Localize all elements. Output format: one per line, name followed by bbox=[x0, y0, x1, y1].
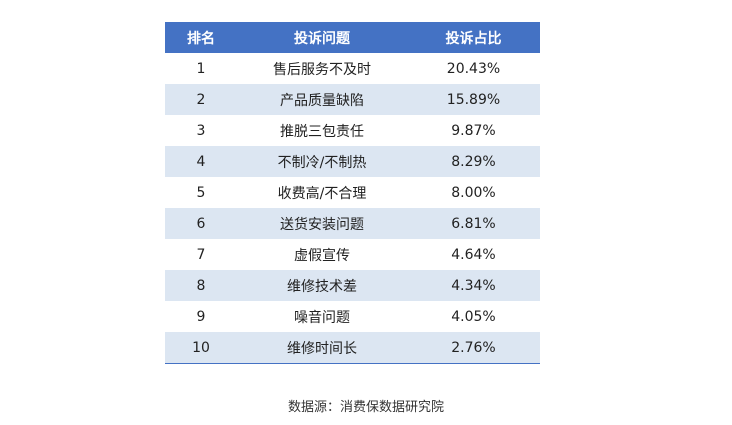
table-row: 9 噪音问题 4.05% bbox=[165, 301, 540, 332]
rank-cell: 3 bbox=[196, 122, 206, 139]
share-cell: 8.00% bbox=[451, 184, 496, 201]
issue-cell: 售后服务不及时 bbox=[273, 61, 371, 78]
header-issue: 投诉问题 bbox=[237, 22, 407, 53]
table-row: 1 售后服务不及时 20.43% bbox=[165, 53, 540, 84]
share-cell: 4.34% bbox=[407, 270, 540, 301]
rank-cell: 5 bbox=[196, 184, 206, 201]
table-row: 4 不制冷/不制热 8.29% bbox=[165, 146, 540, 177]
rank-cell: 10 bbox=[165, 332, 237, 364]
rank-cell: 9 bbox=[196, 308, 206, 325]
rank-cell: 7 bbox=[196, 246, 206, 263]
issue-cell: 噪音问题 bbox=[294, 309, 350, 326]
data-source-caption: 数据源：消费保数据研究院 bbox=[287, 400, 444, 415]
issue-cell: 维修时间长 bbox=[237, 332, 407, 364]
share-cell: 15.89% bbox=[407, 84, 540, 115]
issue-cell: 虚假宣传 bbox=[294, 247, 350, 264]
table-row: 3 推脱三包责任 9.87% bbox=[165, 115, 540, 146]
share-cell: 4.05% bbox=[451, 308, 496, 325]
rank-cell: 6 bbox=[165, 208, 237, 239]
share-cell: 8.29% bbox=[407, 146, 540, 177]
share-cell: 6.81% bbox=[407, 208, 540, 239]
table-row: 6 送货安装问题 6.81% bbox=[165, 208, 540, 239]
rank-cell: 1 bbox=[196, 60, 206, 77]
header-share: 投诉占比 bbox=[407, 22, 540, 53]
issue-cell: 维修技术差 bbox=[237, 270, 407, 301]
table-row: 2 产品质量缺陷 15.89% bbox=[165, 84, 540, 115]
table-body: 1 售后服务不及时 20.43% 2 产品质量缺陷 15.89% 3 推脱三包责… bbox=[165, 53, 540, 364]
table-row: 7 虚假宣传 4.64% bbox=[165, 239, 540, 270]
share-cell: 20.43% bbox=[446, 60, 501, 77]
issue-cell: 推脱三包责任 bbox=[280, 123, 364, 140]
complaint-ranking-table-container: 排名 投诉问题 投诉占比 1 售后服务不及时 20.43% 2 产品质量缺陷 1… bbox=[165, 22, 540, 364]
issue-cell: 送货安装问题 bbox=[237, 208, 407, 239]
issue-cell: 产品质量缺陷 bbox=[237, 84, 407, 115]
share-cell: 2.76% bbox=[407, 332, 540, 364]
rank-cell: 2 bbox=[165, 84, 237, 115]
rank-cell: 8 bbox=[165, 270, 237, 301]
table-header: 排名 投诉问题 投诉占比 bbox=[165, 22, 540, 53]
share-cell: 4.64% bbox=[451, 246, 496, 263]
table-row: 8 维修技术差 4.34% bbox=[165, 270, 540, 301]
header-rank: 排名 bbox=[165, 22, 237, 53]
issue-cell: 收费高/不合理 bbox=[277, 185, 367, 202]
complaint-ranking-table: 排名 投诉问题 投诉占比 1 售后服务不及时 20.43% 2 产品质量缺陷 1… bbox=[165, 22, 540, 364]
header-row: 排名 投诉问题 投诉占比 bbox=[165, 22, 540, 53]
rank-cell: 4 bbox=[165, 146, 237, 177]
issue-cell: 不制冷/不制热 bbox=[237, 146, 407, 177]
share-cell: 9.87% bbox=[451, 122, 496, 139]
table-row: 5 收费高/不合理 8.00% bbox=[165, 177, 540, 208]
table-row: 10 维修时间长 2.76% bbox=[165, 332, 540, 364]
